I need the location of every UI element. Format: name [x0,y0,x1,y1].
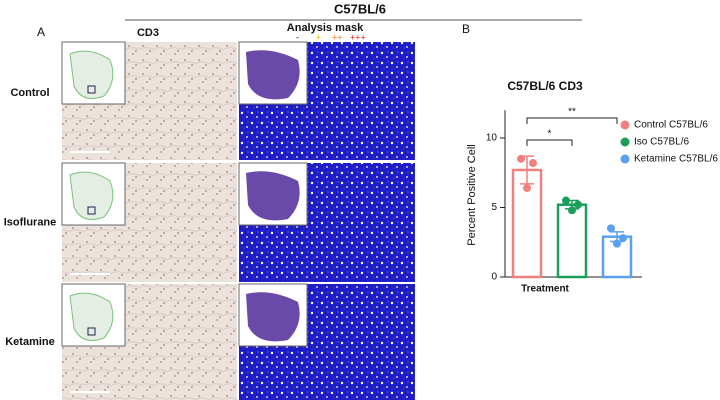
column-label: Analysis mask [287,22,364,34]
bar [556,203,588,279]
data-point [529,159,537,168]
column-label: CD3 [137,27,159,39]
row-label: Isoflurane [4,216,57,228]
inset-mask [246,171,300,221]
y-tick-label: 0 [491,272,497,283]
inset-tissue [69,50,114,99]
legend-marker [620,154,630,164]
y-tick-label: 5 [491,202,497,213]
inset-mask [246,50,300,100]
inset-box [87,327,96,336]
legend-label: Control C57BL/6 [634,120,708,131]
data-point [568,206,576,215]
inset-tissue [69,292,114,341]
y-tick-label: 10 [486,133,498,144]
inset-box [87,206,96,215]
legend-label: Ketamine C57BL/6 [634,154,718,165]
row-label: Control [10,87,49,99]
inset-mask [246,292,300,342]
legend-label: Iso C57BL/6 [634,137,689,148]
header: C57BL/6 [334,1,386,16]
chart-title: C57BL/6 CD3 [507,79,583,93]
mask-legend: +++ [350,32,366,42]
mask-legend: - [296,32,299,42]
data-point [523,184,531,193]
inset-box [87,85,96,94]
significance-label: ** [568,107,576,118]
data-point [574,200,582,209]
data-point [562,196,570,205]
significance-bracket [526,139,573,146]
y-axis-label: Percent Positive Cell [466,144,478,246]
legend-marker [620,120,630,130]
significance-bracket [526,117,618,124]
data-point [613,239,621,248]
row-label: Ketamine [5,336,55,348]
data-point [607,224,615,233]
data-point [517,154,525,163]
x-axis-label: Treatment [521,284,569,295]
mask-legend: ++ [332,32,343,42]
legend-marker [620,137,630,147]
mask-legend: + [316,32,321,42]
panel-label: B [462,22,470,36]
data-point [619,234,627,243]
panel-label: A [37,25,45,39]
inset-tissue [69,171,114,220]
significance-label: * [548,129,552,140]
